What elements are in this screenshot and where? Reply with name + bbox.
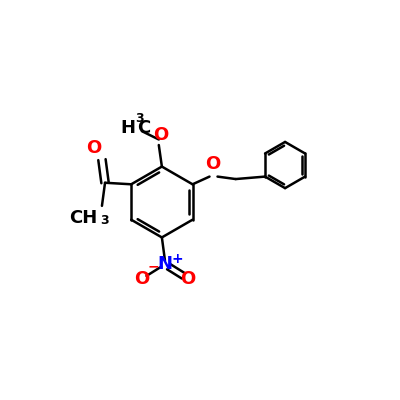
Text: O: O bbox=[180, 270, 196, 288]
Text: O: O bbox=[134, 270, 150, 288]
Text: O: O bbox=[205, 155, 220, 173]
Text: H: H bbox=[121, 119, 136, 137]
Text: +: + bbox=[172, 252, 183, 266]
Text: N: N bbox=[158, 255, 172, 273]
Text: C: C bbox=[137, 119, 150, 137]
Text: CH: CH bbox=[69, 209, 97, 227]
Text: 3: 3 bbox=[100, 214, 109, 228]
Text: O: O bbox=[153, 126, 168, 144]
Text: 3: 3 bbox=[135, 112, 144, 125]
Text: O: O bbox=[87, 138, 102, 156]
Text: −: − bbox=[148, 260, 160, 274]
